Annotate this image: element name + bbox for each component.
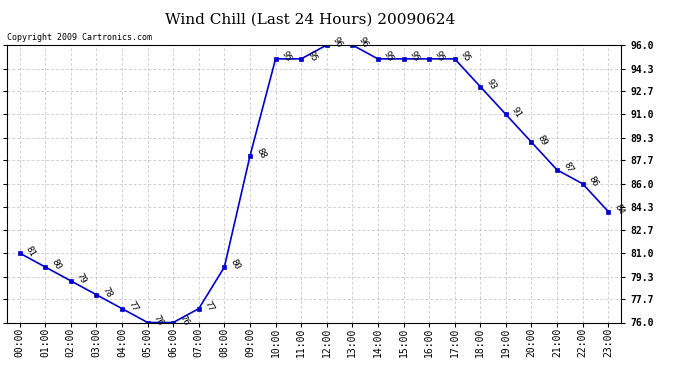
- Text: 93: 93: [484, 78, 497, 92]
- Text: 76: 76: [152, 314, 165, 327]
- Text: 95: 95: [305, 50, 319, 64]
- Text: 76: 76: [177, 314, 190, 327]
- Text: 81: 81: [24, 244, 37, 258]
- Text: 96: 96: [357, 36, 370, 50]
- Text: 95: 95: [279, 50, 293, 64]
- Text: 78: 78: [101, 286, 114, 300]
- Text: 91: 91: [510, 105, 523, 119]
- Text: 80: 80: [228, 258, 242, 272]
- Text: 77: 77: [203, 300, 216, 314]
- Text: 80: 80: [50, 258, 63, 272]
- Text: 87: 87: [561, 161, 574, 175]
- Text: 95: 95: [433, 50, 446, 64]
- Text: 84: 84: [612, 202, 626, 216]
- Text: Wind Chill (Last 24 Hours) 20090624: Wind Chill (Last 24 Hours) 20090624: [166, 13, 455, 27]
- Text: 79: 79: [75, 272, 88, 286]
- Text: 96: 96: [331, 36, 344, 50]
- Text: 77: 77: [126, 300, 139, 314]
- Text: Copyright 2009 Cartronics.com: Copyright 2009 Cartronics.com: [7, 33, 152, 42]
- Text: 95: 95: [459, 50, 472, 64]
- Text: 95: 95: [382, 50, 395, 64]
- Text: 95: 95: [408, 50, 421, 64]
- Text: 88: 88: [254, 147, 267, 161]
- Text: 89: 89: [535, 133, 549, 147]
- Text: 86: 86: [586, 175, 600, 189]
